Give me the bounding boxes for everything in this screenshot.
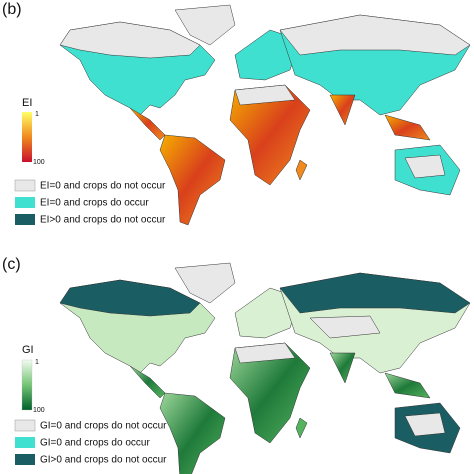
canada: [59, 279, 201, 317]
africa: [229, 84, 311, 186]
sahara: [234, 342, 296, 364]
central-america: [129, 107, 166, 141]
southeast-asia: [384, 372, 431, 399]
southeast-asia: [384, 114, 431, 141]
colorbar-top: 1: [35, 359, 39, 366]
legend-entry: GI>0 and crops do not occur: [40, 455, 167, 466]
map-c: [59, 262, 471, 474]
colorbar-bottom: 100: [33, 159, 45, 166]
australia-interior: [404, 154, 446, 179]
panel-label: (c): [2, 256, 21, 273]
colorbar: [21, 359, 33, 411]
south-america: [159, 392, 226, 474]
legend-entry: EI=0 and crops do occur: [40, 198, 149, 209]
colorbar: [22, 112, 32, 162]
legend-swatch: [14, 419, 36, 432]
legend-swatch: [14, 179, 36, 192]
map-b: [59, 4, 471, 226]
legend-entry: GI=0 and crops do not occur: [40, 421, 167, 432]
central-asia: [309, 315, 381, 339]
colorbar-title: EI: [22, 97, 32, 109]
legend-entry: EI=0 and crops do not occur: [40, 181, 166, 192]
sahara: [234, 84, 296, 106]
legend-swatch: [15, 437, 35, 448]
india: [329, 94, 356, 126]
legend-entry: EI>0 and crops do not occur: [40, 215, 166, 226]
panel-label: (b): [2, 1, 22, 18]
legend-swatch: [15, 454, 35, 465]
madagascar: [295, 417, 308, 439]
greenland: [174, 262, 236, 304]
colorbar-title: GI: [22, 344, 34, 356]
india: [329, 352, 356, 384]
australia-interior: [404, 412, 446, 437]
legend-swatch: [15, 197, 35, 208]
madagascar: [295, 159, 308, 181]
legend-swatch: [15, 214, 35, 225]
greenland: [174, 4, 236, 46]
siberia: [279, 272, 471, 314]
colorbar-top: 1: [35, 111, 39, 118]
africa: [229, 342, 311, 444]
central-america: [129, 365, 166, 399]
legend-entry: GI=0 and crops do occur: [40, 438, 150, 449]
europe: [234, 287, 301, 339]
colorbar-bottom: 100: [33, 407, 45, 414]
canada: [59, 21, 201, 59]
europe: [234, 29, 301, 81]
siberia: [279, 14, 471, 56]
south-america: [159, 134, 226, 226]
